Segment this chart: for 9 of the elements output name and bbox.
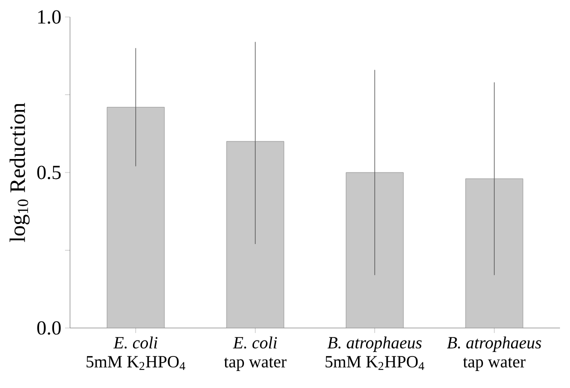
y-axis-title: log$_{10}$ Reduction (10, 102, 30, 242)
bar (106, 106, 165, 328)
y-tick-label: 1.0 (38, 10, 61, 24)
x-tick-label: E. coli tap water (224, 336, 286, 371)
y-tick-label: 0.0 (37, 321, 61, 335)
x-tick-label: B. atrophaeus 5mM K$_{2}$HPO$_{4}$ (326, 336, 424, 370)
x-tick-label: E. coli 5mM K$_{2}$HPO$_{4}$ (86, 336, 186, 370)
y-tick-label: 0.5 (37, 166, 61, 180)
x-tick-label: B. atrophaeus tap water (447, 336, 542, 371)
